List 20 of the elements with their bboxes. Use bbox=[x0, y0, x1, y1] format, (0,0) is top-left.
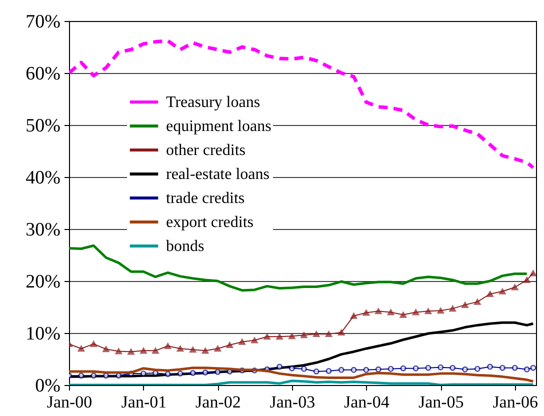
x-tick-label: Jan-06 bbox=[492, 392, 538, 412]
legend-label: real-estate loans bbox=[166, 166, 270, 183]
x-tick-label: Jan-05 bbox=[418, 392, 464, 412]
y-tick-label: 70% bbox=[26, 12, 61, 32]
y-tick-label: 60% bbox=[26, 64, 61, 84]
legend-label: equipment loans bbox=[166, 118, 272, 135]
x-tick-label: Jan-03 bbox=[270, 392, 316, 412]
x-tick-label: Jan-02 bbox=[196, 392, 241, 412]
y-tick-label: 50% bbox=[26, 116, 61, 136]
y-tick-label: 20% bbox=[26, 272, 61, 292]
legend-label: other credits bbox=[166, 142, 246, 159]
legend-label: bonds bbox=[166, 238, 204, 255]
x-tick-label: Jan-04 bbox=[344, 392, 390, 412]
y-tick-label: 40% bbox=[26, 168, 61, 188]
legend-label: Treasury loans bbox=[166, 94, 260, 111]
y-tick-label: 10% bbox=[26, 324, 61, 344]
x-tick-label: Jan-01 bbox=[121, 392, 167, 412]
legend-label: trade credits bbox=[166, 190, 245, 207]
y-tick-label: 30% bbox=[26, 220, 61, 240]
legend-label: export credits bbox=[166, 214, 254, 231]
